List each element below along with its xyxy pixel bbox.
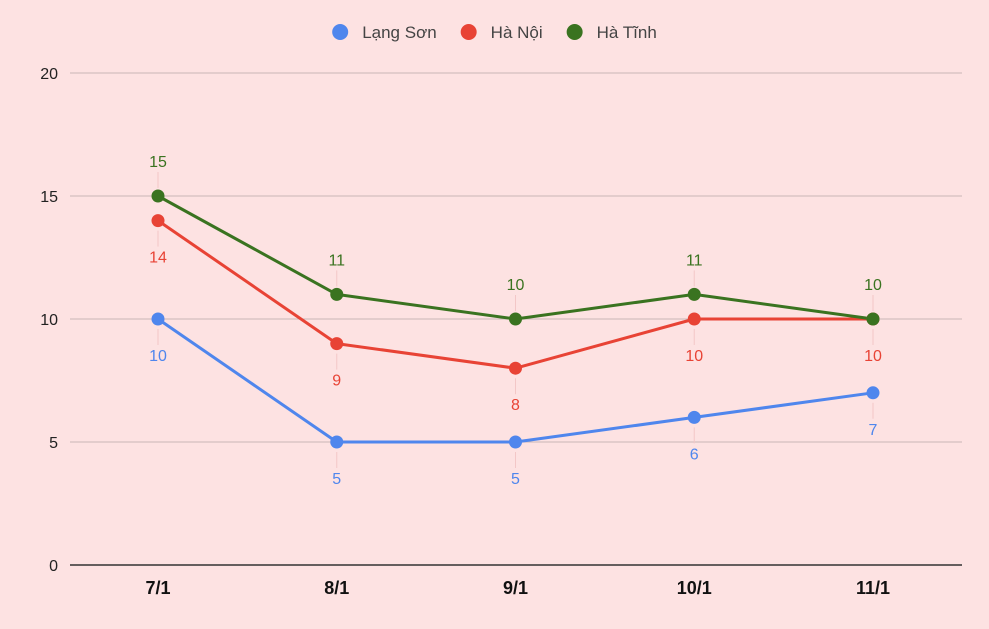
y-tick-label-5: 5 xyxy=(49,435,58,452)
data-label-ha-noi-7-1: 14 xyxy=(149,250,167,267)
data-label-ha-tinh-10-1: 11 xyxy=(686,252,703,269)
series-points xyxy=(151,189,880,449)
data-label-ha-noi-11-1: 10 xyxy=(864,348,882,365)
legend: Lạng Sơn Hà Nội Hà Tĩnh xyxy=(332,23,657,42)
legend-label-ha-tinh: Hà Tĩnh xyxy=(597,23,657,42)
point-lang-son-10-1 xyxy=(687,410,701,424)
point-ha-noi-10-1 xyxy=(687,312,701,326)
data-label-ha-tinh-9-1: 10 xyxy=(507,277,525,294)
legend-marker-ha-tinh xyxy=(566,24,583,40)
x-tick-label-10-1: 10/1 xyxy=(677,578,712,598)
x-tick-label-11-1: 11/1 xyxy=(856,578,890,598)
point-ha-tinh-8-1 xyxy=(330,287,344,301)
point-ha-tinh-10-1 xyxy=(687,287,701,301)
x-tick-label-8-1: 8/1 xyxy=(324,578,349,598)
data-label-lang-son-10-1: 6 xyxy=(690,446,699,463)
data-label-ha-noi-9-1: 8 xyxy=(511,397,520,414)
x-tick-label-7-1: 7/1 xyxy=(145,578,170,598)
legend-label-ha-noi: Hà Nội xyxy=(491,23,543,42)
data-label-ha-noi-10-1: 10 xyxy=(685,348,703,365)
point-ha-tinh-7-1 xyxy=(151,189,165,203)
legend-item-ha-noi[interactable]: Hà Nội xyxy=(460,23,543,42)
y-tick-label-10: 10 xyxy=(40,312,58,329)
x-tick-label-9-1: 9/1 xyxy=(503,578,528,598)
legend-item-ha-tinh[interactable]: Hà Tĩnh xyxy=(566,23,657,42)
y-tick-label-15: 15 xyxy=(40,189,58,206)
data-label-lang-son-9-1: 5 xyxy=(511,471,520,488)
y-axis: 0 5 10 15 20 xyxy=(40,66,58,575)
y-tick-label-0: 0 xyxy=(49,558,58,575)
data-label-lang-son-11-1: 7 xyxy=(869,422,878,439)
point-lang-son-9-1 xyxy=(509,435,522,449)
data-labels: 10 5 5 6 7 14 9 8 10 10 15 11 10 11 10 xyxy=(149,154,882,488)
point-ha-tinh-9-1 xyxy=(509,312,522,326)
data-label-lang-son-8-1: 5 xyxy=(332,471,341,488)
point-ha-noi-9-1 xyxy=(509,361,522,375)
data-label-lang-son-7-1: 10 xyxy=(149,348,167,365)
legend-marker-lang-son xyxy=(332,24,349,40)
point-lang-son-11-1 xyxy=(866,386,880,400)
series-line-ha-noi xyxy=(157,219,873,370)
legend-marker-ha-noi xyxy=(460,24,477,40)
point-ha-tinh-11-1 xyxy=(866,312,880,326)
legend-label-lang-son: Lạng Sơn xyxy=(362,23,436,42)
data-label-ha-tinh-11-1: 10 xyxy=(864,277,882,294)
point-lang-son-8-1 xyxy=(330,435,344,449)
x-axis: 7/1 8/1 9/1 10/1 11/1 xyxy=(70,564,962,598)
data-label-ha-noi-8-1: 9 xyxy=(332,373,341,390)
y-tick-label-20: 20 xyxy=(40,66,58,83)
legend-item-lang-son[interactable]: Lạng Sơn xyxy=(332,23,437,42)
data-label-ha-tinh-8-1: 11 xyxy=(328,252,345,269)
data-label-ha-tinh-7-1: 15 xyxy=(149,154,167,171)
point-lang-son-7-1 xyxy=(151,312,165,326)
point-ha-noi-7-1 xyxy=(151,214,165,228)
point-ha-noi-8-1 xyxy=(330,337,344,351)
